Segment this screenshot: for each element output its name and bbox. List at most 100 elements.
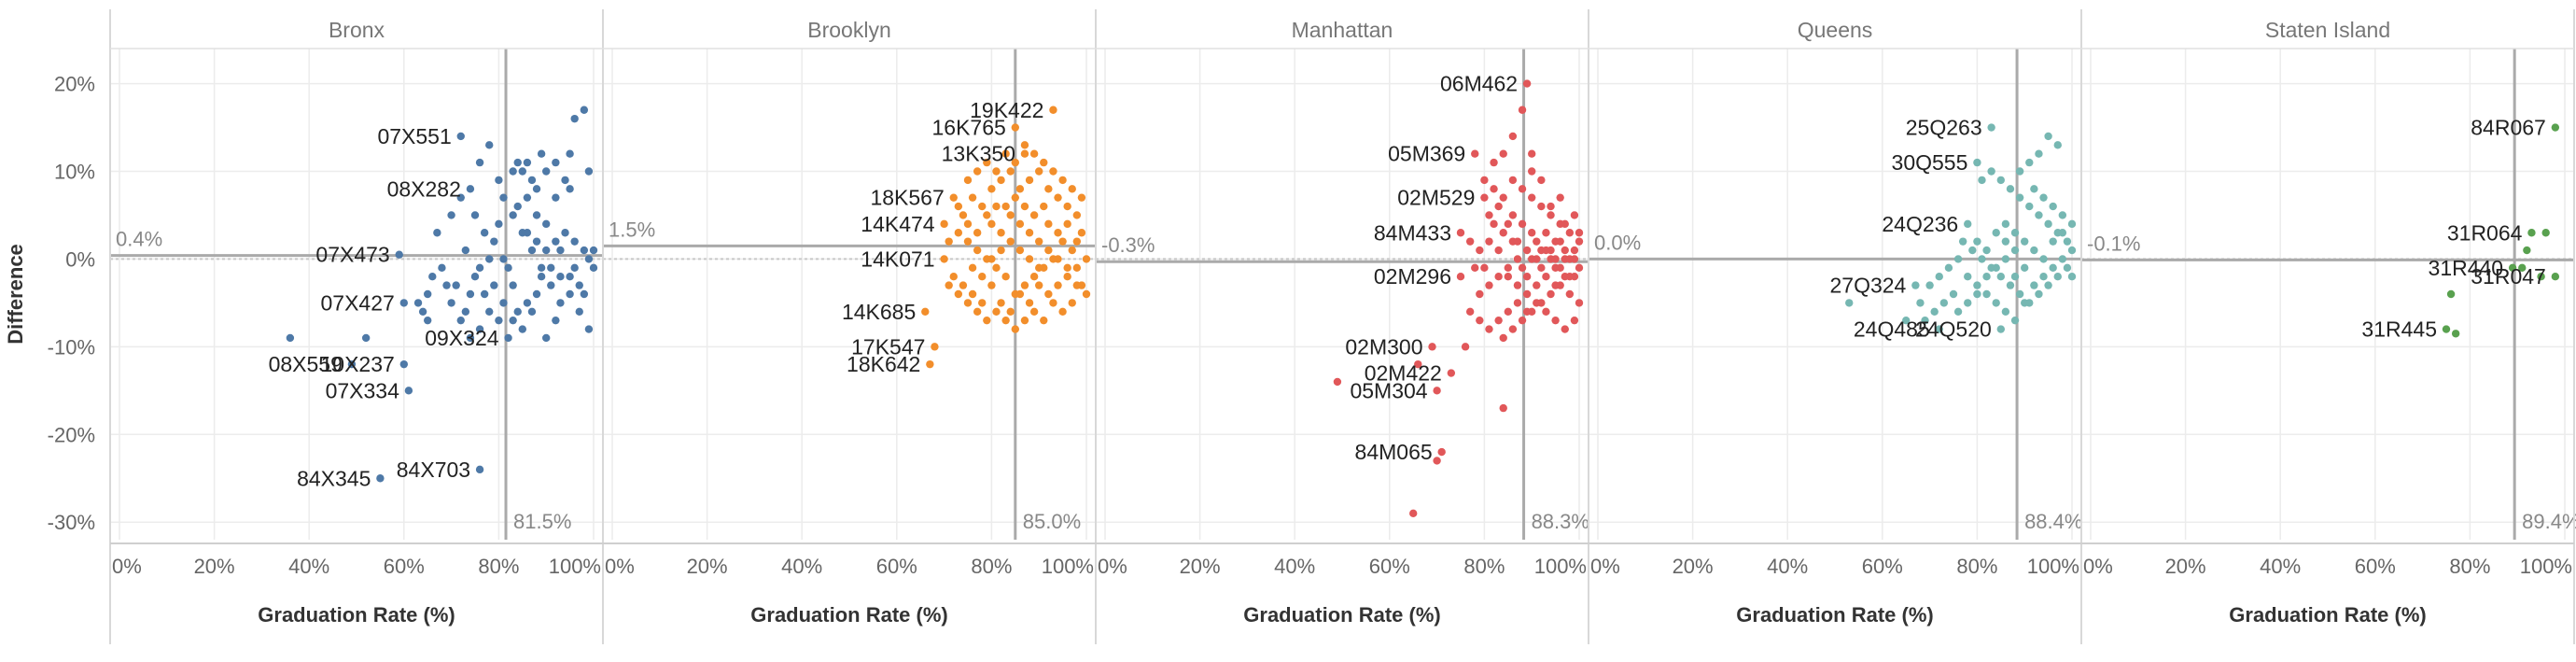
data-point[interactable] <box>527 176 537 185</box>
data-point[interactable] <box>1537 202 1546 211</box>
data-point[interactable] <box>1433 457 1441 465</box>
data-point[interactable] <box>1513 237 1522 246</box>
data-point[interactable] <box>1029 273 1039 281</box>
data-point[interactable] <box>1508 211 1518 219</box>
data-point[interactable] <box>959 281 968 289</box>
data-point[interactable] <box>1490 219 1498 229</box>
data-point[interactable] <box>945 281 953 289</box>
data-point[interactable] <box>1522 79 1532 88</box>
data-point[interactable] <box>1068 299 1076 307</box>
data-point[interactable] <box>1518 185 1527 193</box>
data-point[interactable] <box>509 167 517 176</box>
data-point[interactable] <box>1916 299 1925 307</box>
data-point[interactable] <box>1570 211 1579 219</box>
data-point[interactable] <box>973 307 982 316</box>
data-point[interactable] <box>1465 307 1475 316</box>
data-point[interactable] <box>968 289 977 299</box>
data-point[interactable] <box>1054 281 1062 289</box>
data-point[interactable] <box>418 307 427 316</box>
data-point[interactable] <box>1058 237 1067 246</box>
data-point[interactable] <box>456 193 465 202</box>
data-point[interactable] <box>552 237 560 246</box>
data-point[interactable] <box>1537 263 1546 273</box>
data-point[interactable] <box>2025 202 2034 211</box>
data-point[interactable] <box>1020 281 1029 289</box>
data-point[interactable] <box>1528 193 1536 202</box>
data-point[interactable] <box>504 263 512 273</box>
data-point[interactable] <box>2537 273 2545 281</box>
data-point[interactable] <box>1029 149 1039 158</box>
data-point[interactable] <box>1561 325 1569 333</box>
data-point[interactable] <box>513 307 522 316</box>
data-point[interactable] <box>926 359 934 369</box>
data-point[interactable] <box>1040 202 1048 211</box>
data-point[interactable] <box>1490 185 1498 193</box>
data-point[interactable] <box>1973 158 1981 167</box>
data-point[interactable] <box>2015 167 2024 176</box>
data-point[interactable] <box>1063 263 1071 273</box>
data-point[interactable] <box>2039 193 2048 202</box>
data-point[interactable] <box>1490 158 1498 167</box>
data-point[interactable] <box>1982 246 1991 255</box>
data-point[interactable] <box>1485 211 1493 219</box>
data-point[interactable] <box>552 158 560 167</box>
data-point[interactable] <box>2021 263 2029 273</box>
data-point[interactable] <box>570 263 579 273</box>
data-point[interactable] <box>1499 229 1507 237</box>
data-point[interactable] <box>959 211 968 219</box>
data-point[interactable] <box>504 333 512 343</box>
data-point[interactable] <box>1513 299 1522 307</box>
data-point[interactable] <box>1925 281 1934 289</box>
data-point[interactable] <box>523 158 532 167</box>
data-point[interactable] <box>509 281 517 289</box>
data-point[interactable] <box>527 246 537 255</box>
data-point[interactable] <box>1499 403 1507 413</box>
data-point[interactable] <box>1011 193 1020 202</box>
data-point[interactable] <box>1561 219 1569 229</box>
data-point[interactable] <box>1447 369 1456 377</box>
data-point[interactable] <box>532 211 541 219</box>
data-point[interactable] <box>1504 307 1513 316</box>
data-point[interactable] <box>466 185 475 193</box>
data-point[interactable] <box>1964 273 1972 281</box>
data-point[interactable] <box>1547 211 1555 219</box>
data-point[interactable] <box>1561 273 1569 281</box>
data-point[interactable] <box>2035 149 2043 158</box>
data-point[interactable] <box>1551 316 1560 325</box>
data-point[interactable] <box>1058 307 1067 316</box>
data-point[interactable] <box>973 167 982 176</box>
data-point[interactable] <box>2058 229 2067 237</box>
data-point[interactable] <box>2067 219 2077 229</box>
data-point[interactable] <box>1987 167 1995 176</box>
data-point[interactable] <box>1556 263 1564 273</box>
data-point[interactable] <box>1485 325 1493 333</box>
data-point[interactable] <box>1040 158 1048 167</box>
data-point[interactable] <box>2010 246 2020 255</box>
data-point[interactable] <box>424 316 432 325</box>
data-point[interactable] <box>490 281 498 289</box>
data-point[interactable] <box>1471 263 1479 273</box>
data-point[interactable] <box>527 307 537 316</box>
data-point[interactable] <box>447 299 455 307</box>
data-point[interactable] <box>940 255 948 263</box>
data-point[interactable] <box>580 106 589 114</box>
data-point[interactable] <box>1528 149 1536 158</box>
data-point[interactable] <box>1035 263 1043 273</box>
data-point[interactable] <box>978 299 987 307</box>
data-point[interactable] <box>1025 255 1034 263</box>
data-point[interactable] <box>480 289 489 299</box>
data-point[interactable] <box>399 359 408 369</box>
data-point[interactable] <box>433 229 441 237</box>
data-point[interactable] <box>1508 325 1518 333</box>
data-point[interactable] <box>1522 289 1532 299</box>
data-point[interactable] <box>1845 299 1854 307</box>
data-point[interactable] <box>2035 289 2043 299</box>
data-point[interactable] <box>2001 237 2010 246</box>
data-point[interactable] <box>1565 289 1575 299</box>
data-point[interactable] <box>1333 377 1342 387</box>
data-point[interactable] <box>1029 307 1039 316</box>
data-point[interactable] <box>286 333 295 343</box>
data-point[interactable] <box>1077 193 1086 202</box>
data-point[interactable] <box>1565 255 1575 263</box>
data-point[interactable] <box>1063 273 1071 281</box>
